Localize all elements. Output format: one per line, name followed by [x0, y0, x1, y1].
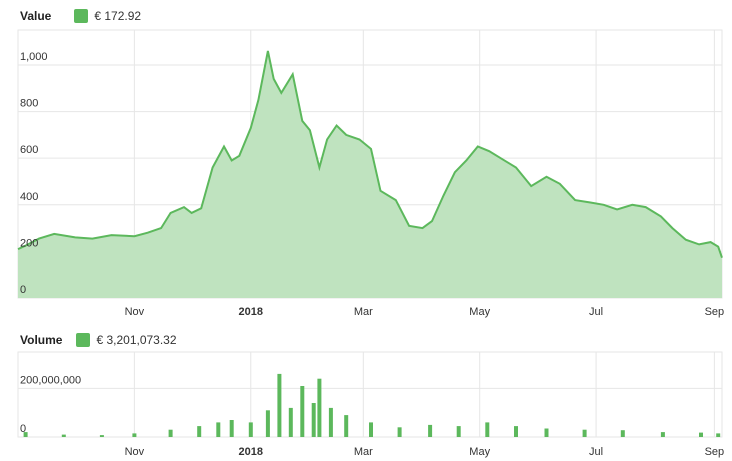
volume-bar — [229, 420, 234, 437]
volume-panel-header: Volume € 3,201,073.32 — [0, 330, 177, 350]
volume-bar — [132, 433, 137, 437]
value-x-tick-label: Jul — [589, 306, 603, 318]
volume-bar — [197, 426, 202, 437]
volume-bar — [61, 434, 66, 437]
volume-x-labels: Nov 2018 Mar May Jul Sep — [125, 446, 725, 458]
volume-bar — [344, 415, 349, 437]
value-legend-swatch — [74, 9, 89, 23]
volume-legend-swatch — [76, 333, 91, 347]
volume-legend-label: € 3,201,073.32 — [96, 333, 177, 347]
volume-bar — [317, 378, 322, 437]
volume-bar — [99, 435, 104, 437]
volume-bar — [300, 386, 305, 437]
volume-y-tick-label: 0 — [20, 423, 26, 435]
value-y-tick-label: 1,000 — [20, 51, 48, 63]
volume-x-tick-label: 2018 — [239, 446, 263, 458]
value-panel-title: Value — [20, 9, 52, 23]
volume-x-tick-label: Sep — [705, 446, 725, 458]
volume-bar — [265, 410, 270, 437]
volume-bars — [23, 373, 721, 437]
volume-bar — [277, 373, 282, 437]
volume-x-tick-label: Jul — [589, 446, 603, 458]
volume-bar — [168, 429, 173, 437]
volume-bar — [288, 407, 293, 437]
volume-bar — [428, 424, 433, 437]
volume-bar — [485, 422, 490, 437]
volume-bar — [660, 432, 665, 437]
volume-x-tick-label: May — [469, 446, 490, 458]
value-y-tick-label: 400 — [20, 191, 38, 203]
value-x-tick-label: Mar — [354, 306, 373, 318]
value-line — [17, 50, 723, 259]
value-x-labels: Nov 2018 Mar May Jul Sep — [125, 306, 725, 318]
volume-bar — [514, 426, 518, 437]
volume-x-tick-label: Mar — [354, 446, 373, 458]
volume-y-tick-label: 200,000,000 — [20, 374, 81, 386]
volume-bar — [699, 432, 703, 437]
volume-x-tick-label: Nov — [125, 446, 145, 458]
value-y-tick-label: 200 — [20, 237, 38, 249]
volume-y-ticks: 0 200,000,000 — [20, 374, 81, 435]
value-legend-label: € 172.92 — [94, 9, 142, 23]
volume-bar — [216, 422, 221, 437]
volume-panel-title: Volume — [20, 333, 63, 347]
volume-bar — [369, 422, 373, 437]
value-y-ticks: 0 200 400 600 800 1,000 — [20, 51, 48, 296]
value-x-tick-label: 2018 — [239, 306, 263, 318]
volume-bar — [620, 430, 625, 437]
value-x-tick-label: Sep — [705, 306, 725, 318]
volume-bar — [716, 433, 721, 437]
volume-bar — [328, 407, 333, 437]
value-x-tick-label: May — [469, 306, 490, 318]
value-y-tick-label: 800 — [20, 98, 38, 110]
volume-bar — [23, 432, 28, 437]
volume-bar — [544, 428, 549, 437]
value-panel-header: Value € 172.92 — [0, 6, 141, 26]
volume-bar — [248, 422, 253, 437]
value-y-tick-label: 0 — [20, 284, 26, 296]
volume-bar — [311, 403, 316, 437]
volume-bar — [397, 427, 402, 437]
value-area — [18, 51, 722, 298]
value-y-tick-label: 600 — [20, 144, 38, 156]
volume-bar — [456, 426, 461, 437]
value-x-tick-label: Nov — [125, 306, 145, 318]
volume-bar — [582, 429, 587, 437]
